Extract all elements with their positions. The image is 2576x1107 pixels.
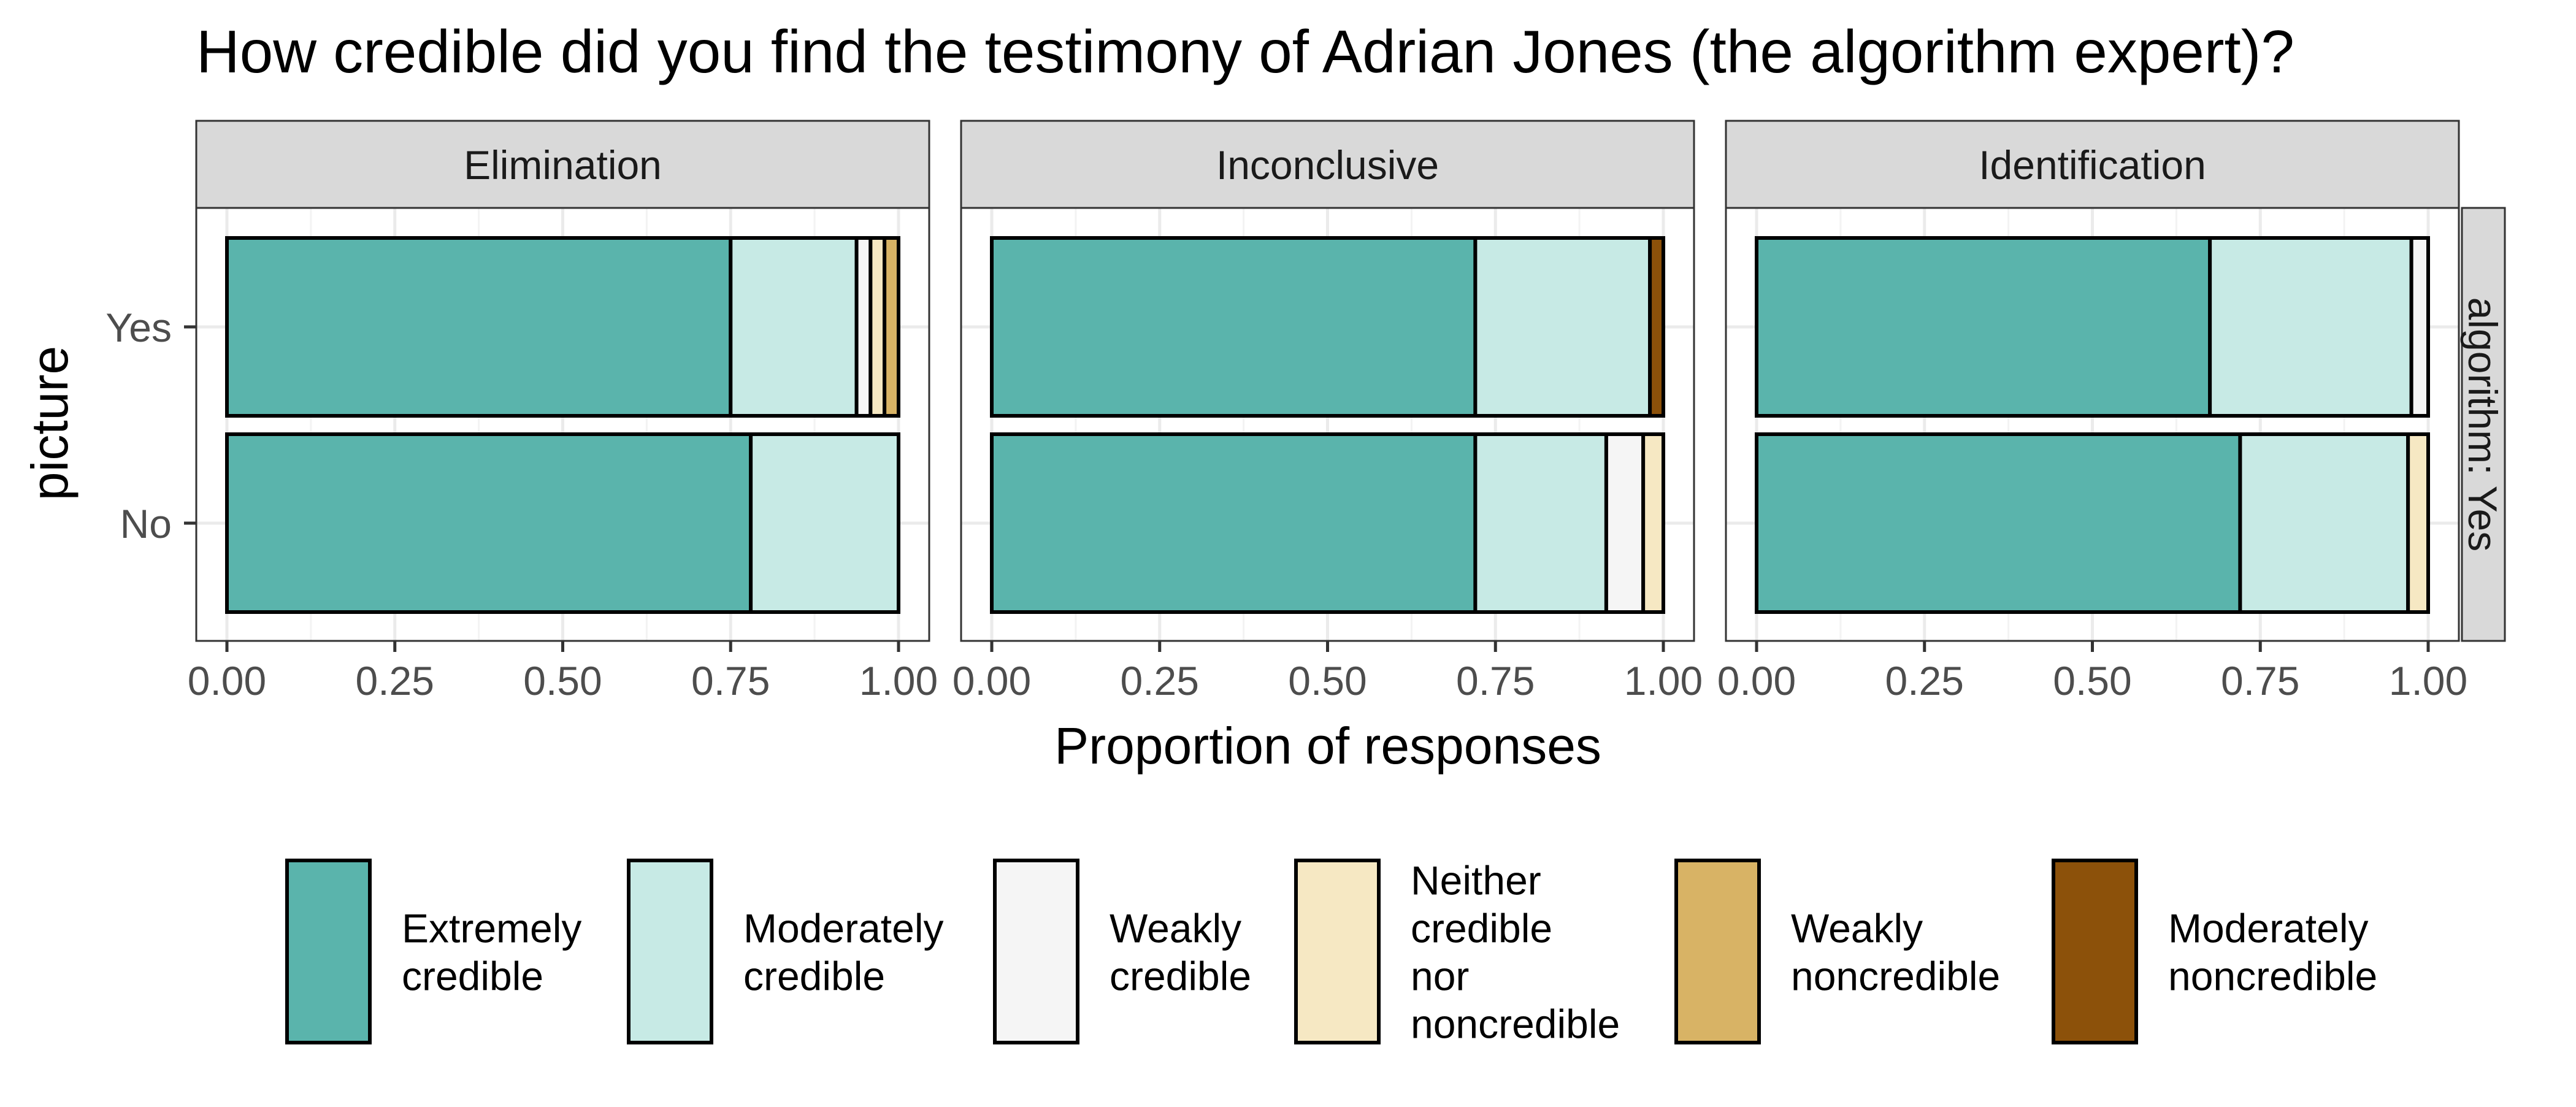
x-tick-label: 1.00 [1624, 658, 1703, 703]
y-tick-label-yes: Yes [105, 305, 172, 350]
x-tick-label: 0.75 [1456, 658, 1535, 703]
facet-strip-label-inconclusive: Inconclusive [1216, 142, 1439, 188]
legend-label: Moderately [743, 905, 944, 951]
x-tick-label: 0.50 [523, 658, 602, 703]
bar-elimination-no-moderately-credible [749, 432, 900, 614]
bar-identification-no-neither-credible-nor-noncredible [2406, 432, 2430, 614]
x-tick-label: 1.00 [859, 658, 938, 703]
x-tick-label: 0.00 [1717, 658, 1796, 703]
legend-label: nor [1411, 953, 1469, 998]
bar-inconclusive-yes-extremely-credible [990, 236, 1478, 418]
chart-title: How credible did you find the testimony … [196, 18, 2294, 85]
bar-inconclusive-no-moderately-credible [1473, 432, 1608, 614]
legend-key [627, 859, 713, 1044]
legend-label: credible [1110, 953, 1251, 998]
x-tick-label: 0.25 [1885, 658, 1964, 703]
x-tick-label: 0.25 [1121, 658, 1199, 703]
legend-label: Weakly [1791, 905, 1923, 951]
bar-elimination-yes-weakly-credible [854, 236, 873, 418]
legend-key [1674, 859, 1761, 1044]
x-axis-label: Proportion of responses [1054, 717, 1601, 775]
bar-elimination-no-extremely-credible [225, 432, 753, 614]
bar-inconclusive-no-neither-credible-nor-noncredible [1641, 432, 1665, 614]
legend-label: Neither [1411, 857, 1541, 903]
legend-label: credible [743, 953, 885, 998]
bar-inconclusive-yes-moderately-noncredible [1648, 236, 1666, 418]
row-strip [2461, 207, 2506, 642]
legend-label: Extremely [402, 905, 581, 951]
bar-inconclusive-no-extremely-credible [990, 432, 1478, 614]
x-tick-label: 0.25 [356, 658, 434, 703]
panel-inconclusive: Inconclusive 0.00 0.25 0.50 0.75 1.00 [953, 120, 1703, 703]
bar-inconclusive-no-weakly-credible [1604, 432, 1646, 614]
row-strip-label: algorithm: Yes [2460, 297, 2505, 552]
facet-strip-identification [1725, 120, 2460, 209]
bar-identification-no-moderately-credible [2238, 432, 2410, 614]
legend-key [1294, 859, 1381, 1044]
legend-label: noncredible [1411, 1001, 1620, 1046]
x-tick-label: 1.00 [2389, 658, 2467, 703]
x-tick-label: 0.50 [1288, 658, 1367, 703]
facet-strip-label-elimination: Elimination [464, 142, 662, 188]
legend: ExtremelycredibleModeratelycredibleWeakl… [285, 857, 2377, 1046]
bar-elimination-yes-neither-credible-nor-noncredible [868, 236, 887, 418]
legend-label: noncredible [2168, 953, 2377, 998]
bar-identification-no-extremely-credible [1755, 432, 2242, 614]
bar-elimination-yes-extremely-credible [225, 236, 733, 418]
bar-elimination-yes-weakly-noncredible [883, 236, 901, 418]
x-tick-label: 0.75 [691, 658, 770, 703]
facet-strip-label-identification: Identification [1979, 142, 2206, 188]
panel-identification: Identification 0.00 0.25 0.50 0.75 1.00 [1717, 120, 2467, 703]
panel-elimination: Elimination 0.00 0.25 0.50 0.75 1.00 [188, 120, 938, 703]
x-tick-label: 0.50 [2053, 658, 2131, 703]
legend-key [285, 859, 372, 1044]
legend-key [2052, 859, 2138, 1044]
y-tick-label-no: No [120, 501, 172, 546]
bar-identification-yes-moderately-credible [2208, 236, 2413, 418]
x-tick-label: 0.00 [953, 658, 1031, 703]
legend-label: noncredible [1791, 953, 2000, 998]
legend-label: credible [1411, 905, 1552, 951]
legend-key [993, 859, 1079, 1044]
x-tick-label: 0.00 [188, 658, 266, 703]
legend-label: Moderately [2168, 905, 2369, 951]
bar-identification-yes-extremely-credible [1755, 236, 2212, 418]
legend-label: credible [402, 953, 543, 998]
bar-inconclusive-yes-moderately-credible [1473, 236, 1652, 418]
facet-strip-elimination [195, 120, 930, 209]
bar-identification-yes-weakly-credible [2409, 236, 2430, 418]
y-axis-label: picture [21, 346, 79, 500]
bar-elimination-yes-moderately-credible [729, 236, 859, 418]
legend-label: Weakly [1110, 905, 1241, 951]
x-tick-label: 0.75 [2221, 658, 2299, 703]
